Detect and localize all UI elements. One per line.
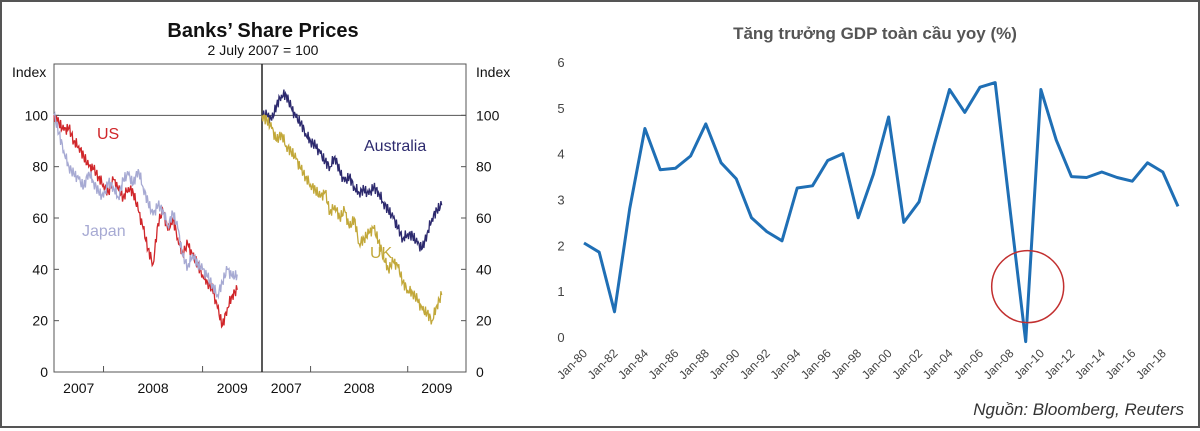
xtick-label: 2008 bbox=[344, 380, 375, 396]
series-line-us bbox=[53, 115, 238, 329]
gdp-xtick-label: Jan-06 bbox=[950, 346, 986, 382]
right-ytick-label: 40 bbox=[476, 261, 492, 277]
gdp-xtick-label: Jan-90 bbox=[707, 346, 743, 382]
gdp-chart-title: Tăng trưởng GDP toàn cầu yoy (%) bbox=[733, 24, 1017, 43]
series-line-uk bbox=[261, 114, 443, 325]
us-series-label: US bbox=[97, 126, 119, 143]
left-ytick-label: 20 bbox=[32, 313, 48, 329]
gdp-ytick-label: 0 bbox=[557, 330, 564, 345]
gdp-xtick-label: Jan-82 bbox=[585, 346, 621, 382]
banks-plot-frame bbox=[53, 63, 467, 373]
gdp-xtick-label: Jan-98 bbox=[828, 346, 864, 382]
right-ytick-label: 0 bbox=[476, 364, 484, 380]
gdp-xtick-label: Jan-88 bbox=[676, 346, 712, 382]
right-ytick-label: 60 bbox=[476, 210, 492, 226]
gdp-ytick-label: 3 bbox=[557, 193, 564, 208]
banks-line-group bbox=[53, 89, 443, 329]
left-ytick-label: 80 bbox=[32, 159, 48, 175]
xtick-label: 2008 bbox=[137, 380, 168, 396]
gdp-xtick-label: Jan-92 bbox=[737, 346, 773, 382]
gdp-xtick-label: Jan-86 bbox=[646, 346, 682, 382]
gdp-ytick-label: 5 bbox=[557, 101, 564, 116]
right-axis-label: Index bbox=[476, 64, 510, 80]
left-ytick-label: 40 bbox=[32, 261, 48, 277]
gdp-tick-group: 0123456Jan-80Jan-82Jan-84Jan-86Jan-88Jan… bbox=[554, 55, 1169, 382]
gdp-ytick-label: 6 bbox=[557, 55, 564, 70]
banks-tick-group: 0 0 20 20 40 40 60 60 80 80 100 100 2007 2008 2009 2007… bbox=[25, 107, 500, 396]
series-line-australia bbox=[261, 89, 443, 252]
gdp-xtick-label: Jan-12 bbox=[1042, 346, 1078, 382]
gdp-xtick-label: Jan-94 bbox=[767, 346, 803, 382]
gdp-xtick-label: Jan-96 bbox=[798, 346, 834, 382]
gdp-xtick-label: Jan-02 bbox=[889, 346, 925, 382]
gdp-xtick-label: Jan-10 bbox=[1011, 346, 1047, 382]
series-line-japan bbox=[53, 111, 238, 300]
right-ytick-label: 20 bbox=[476, 313, 492, 329]
gdp-xtick-label: Jan-08 bbox=[981, 346, 1017, 382]
japan-series-label: Japan bbox=[82, 223, 126, 240]
xtick-label: 2007 bbox=[63, 380, 94, 396]
left-ytick-label: 60 bbox=[32, 210, 48, 226]
gdp-growth-line bbox=[583, 81, 1180, 344]
xtick-label: 2009 bbox=[421, 380, 452, 396]
xtick-label: 2007 bbox=[271, 380, 302, 396]
highlight-circle bbox=[990, 249, 1065, 324]
gdp-ytick-label: 2 bbox=[557, 238, 564, 253]
gdp-xtick-label: Jan-16 bbox=[1103, 346, 1139, 382]
gdp-xtick-label: Jan-80 bbox=[554, 346, 590, 382]
gdp-xtick-label: Jan-18 bbox=[1133, 346, 1169, 382]
gdp-xtick-label: Jan-00 bbox=[859, 346, 895, 382]
left-axis-label: Index bbox=[12, 64, 46, 80]
gdp-ytick-label: 4 bbox=[557, 147, 564, 162]
gdp-xtick-label: Jan-04 bbox=[920, 346, 956, 382]
banks-chart-subtitle: 2 July 2007 = 100 bbox=[208, 42, 319, 58]
banks-chart-title: Banks’ Share Prices bbox=[167, 20, 358, 42]
left-ytick-label: 100 bbox=[25, 107, 49, 123]
australia-series-label: Australia bbox=[364, 138, 426, 155]
right-ytick-label: 80 bbox=[476, 159, 492, 175]
xtick-label: 2009 bbox=[217, 380, 248, 396]
gdp-xtick-label: Jan-84 bbox=[615, 346, 651, 382]
gdp-ytick-label: 1 bbox=[557, 284, 564, 299]
gdp-line-group bbox=[583, 81, 1180, 344]
source-note: Nguồn: Bloomberg, Reuters bbox=[973, 400, 1184, 419]
right-ytick-label: 100 bbox=[476, 107, 500, 123]
left-ytick-label: 0 bbox=[40, 364, 48, 380]
uk-series-label: UK bbox=[370, 245, 393, 262]
gdp-xtick-label: Jan-14 bbox=[1072, 346, 1108, 382]
